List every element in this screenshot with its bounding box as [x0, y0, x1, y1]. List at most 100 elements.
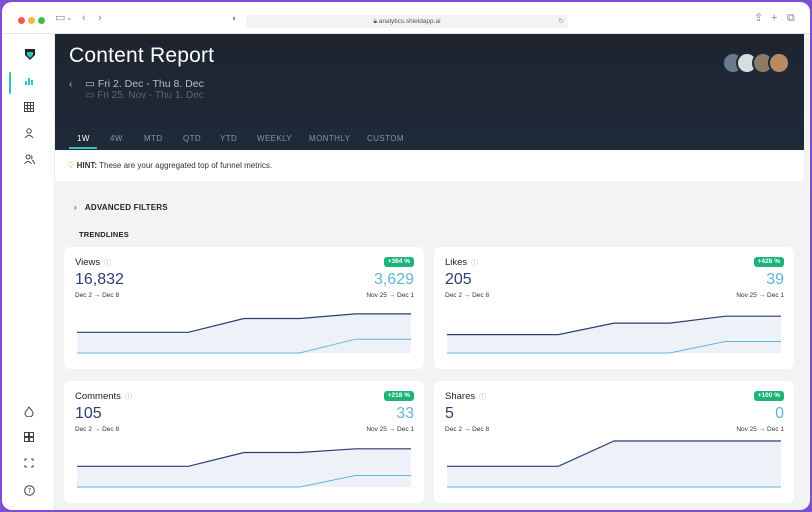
tab-monthly[interactable]: MONTHLY — [309, 134, 351, 143]
zoom-window-button[interactable] — [38, 17, 45, 24]
close-window-button[interactable] — [18, 17, 25, 24]
section-title: TRENDLINES — [79, 230, 129, 239]
metric-card-likes: Likes ⓘ +426 % 205 39 Dec 2 → Dec 8 Nov … — [434, 247, 794, 369]
chevron-down-icon[interactable]: ⌄ — [66, 13, 73, 22]
previous-period-line — [447, 341, 781, 354]
tab-ytd[interactable]: YTD — [220, 134, 238, 143]
help-icon[interactable]: ⓘ — [122, 394, 132, 401]
change-badge: +364 % — [383, 257, 414, 267]
app-sidebar: ? — [2, 34, 55, 510]
date-range-text: Fri 2. Dec - Thu 8. Dec — [97, 78, 204, 90]
calendar-icon: ▭ — [85, 78, 98, 90]
team-avatars[interactable] — [722, 52, 792, 74]
previous-value: 0 — [775, 405, 784, 422]
metric-card-comments: Comments ⓘ +218 % 105 33 Dec 2 → Dec 8 N… — [64, 381, 424, 503]
flame-icon[interactable] — [22, 406, 36, 420]
forward-icon[interactable]: › — [98, 12, 102, 24]
current-value: 5 — [445, 405, 454, 422]
current-area — [447, 441, 781, 487]
card-title: Comments — [75, 391, 121, 402]
avatar[interactable] — [768, 52, 790, 74]
current-range: Dec 2 → Dec 8 — [445, 426, 490, 433]
help-icon[interactable]: ⓘ — [102, 260, 112, 267]
tab-custom[interactable]: CUSTOM — [367, 134, 404, 143]
trend-sparkline — [77, 448, 411, 488]
advanced-filters-label: ADVANCED FILTERS — [84, 203, 168, 212]
user-icon[interactable] — [22, 128, 36, 142]
card-title: Likes — [445, 257, 468, 268]
previous-range: Nov 25 → Dec 1 — [736, 426, 784, 433]
current-value: 105 — [75, 405, 102, 422]
current-area — [447, 316, 781, 353]
tab-mtd[interactable]: MTD — [144, 134, 163, 143]
tab-qtd[interactable]: QTD — [183, 134, 202, 143]
current-period-line — [447, 315, 781, 336]
sidebar-toggle-icon[interactable]: ▭ — [55, 12, 66, 24]
svg-text:?: ? — [27, 487, 31, 495]
tab-4w[interactable]: 4W — [110, 134, 123, 143]
lightbulb-icon: 💡︎ — [68, 161, 74, 170]
metric-card-shares: Shares ⓘ +100 % 5 0 Dec 2 → Dec 8 Nov 25… — [434, 381, 794, 503]
minimize-window-button[interactable] — [28, 17, 35, 24]
url-text: analytics.shieldapp.ai — [378, 18, 441, 25]
hint-text: These are your aggregated top of funnel … — [99, 161, 273, 170]
card-title: Views — [75, 257, 101, 268]
page-title: Content Report — [69, 44, 215, 67]
previous-value: 39 — [766, 271, 784, 288]
previous-period-line — [77, 338, 411, 354]
table-icon[interactable] — [22, 102, 36, 116]
calendar-icon: ▭ — [85, 90, 98, 101]
back-icon[interactable]: ‹ — [82, 12, 86, 24]
tab-1w[interactable]: 1W — [77, 134, 90, 143]
reload-icon[interactable]: ↻ — [558, 18, 564, 25]
tabs-overview-icon[interactable]: ⧉ — [787, 12, 795, 24]
advanced-filters-toggle[interactable]: › ADVANCED FILTERS — [74, 203, 168, 212]
active-tab-underline — [69, 147, 97, 149]
lock-icon: 🔒︎ — [373, 18, 377, 25]
previous-range: Nov 25 → Dec 1 — [366, 292, 414, 299]
change-badge: +218 % — [383, 391, 414, 401]
address-bar[interactable]: 🔒︎ analytics.shieldapp.ai ↻ — [246, 15, 568, 28]
tab-weekly[interactable]: WEEKLY — [257, 134, 293, 143]
browser-toolbar: ▭ ⌄ ‹ › ◐ 🔒︎ analytics.shieldapp.ai ↻ ⇪ … — [2, 2, 810, 34]
new-tab-icon[interactable]: + — [771, 12, 778, 24]
trend-sparkline — [77, 313, 411, 354]
change-badge: +100 % — [753, 391, 784, 401]
current-value: 205 — [445, 271, 472, 288]
hint-bar: 💡︎ HINT: These are your aggregated top of… — [55, 150, 804, 181]
current-area — [77, 313, 411, 353]
help-icon[interactable]: ⓘ — [477, 394, 487, 401]
previous-value: 3,629 — [373, 271, 414, 288]
previous-value: 33 — [396, 405, 414, 422]
share-icon[interactable]: ⇪ — [754, 12, 764, 24]
card-title: Shares — [445, 391, 476, 402]
change-badge: +426 % — [753, 257, 784, 267]
help-icon[interactable]: ⓘ — [469, 260, 479, 267]
users-icon[interactable] — [22, 154, 36, 168]
current-value: 16,832 — [75, 271, 124, 288]
trend-sparkline — [447, 440, 781, 488]
current-period-line — [77, 448, 411, 467]
chevron-right-icon: › — [74, 203, 77, 212]
trend-sparkline — [447, 315, 781, 354]
current-range: Dec 2 → Dec 8 — [75, 426, 120, 433]
previous-range: Nov 25 → Dec 1 — [366, 426, 414, 433]
hint-label: HINT: — [76, 161, 98, 170]
previous-period-icon[interactable]: ‹ — [69, 78, 73, 90]
bar-chart-icon[interactable] — [22, 76, 36, 90]
compare-range[interactable]: ▭ Fri 25. Nov - Thu 1. Dec — [85, 90, 204, 101]
metric-card-views: Views ⓘ +364 % 16,832 3,629 Dec 2 → Dec … — [64, 247, 424, 369]
privacy-shield-icon[interactable]: ◐ — [232, 13, 238, 23]
grid-icon[interactable] — [22, 432, 36, 446]
previous-range: Nov 25 → Dec 1 — [736, 292, 784, 299]
current-range: Dec 2 → Dec 8 — [75, 292, 120, 299]
logo-icon[interactable] — [22, 46, 36, 60]
report-header: Content Report ‹ ▭ Fri 2. Dec - Thu 8. D… — [55, 34, 804, 150]
help-icon[interactable]: ? — [22, 485, 36, 499]
current-range: Dec 2 → Dec 8 — [445, 292, 490, 299]
active-nav-indicator — [9, 72, 11, 94]
current-area — [77, 448, 411, 487]
current-period-line — [447, 440, 781, 467]
expand-icon[interactable] — [22, 458, 36, 472]
